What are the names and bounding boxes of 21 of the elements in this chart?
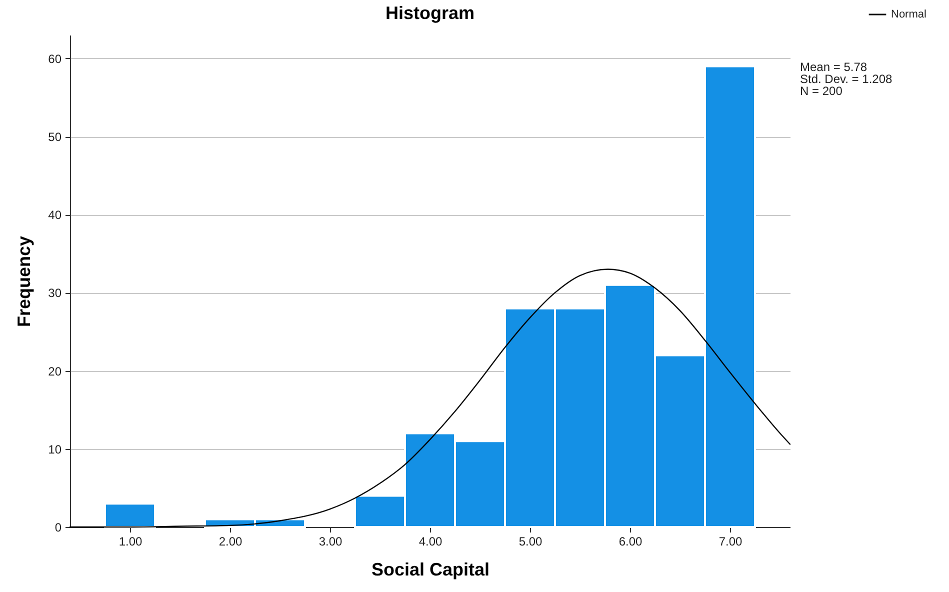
text: Std. Dev. = 1.208: [800, 72, 892, 86]
x-tick-label: 1.00: [118, 534, 142, 548]
y-tick-label: 50: [48, 130, 62, 144]
x-tick-label: 7.00: [718, 534, 742, 548]
chart-title: Histogram: [385, 3, 475, 23]
y-tick-label: 30: [48, 286, 62, 300]
text: Mean = 5.78: [800, 60, 868, 74]
y-tick-label: 60: [48, 52, 62, 66]
legend-label: Normal: [891, 8, 926, 20]
x-tick-label: 4.00: [418, 534, 442, 548]
x-axis-title: Social Capital: [371, 560, 490, 580]
x-tick-label: 3.00: [318, 534, 342, 548]
text: N = 200: [800, 84, 843, 98]
y-axis-title: Frequency: [14, 236, 34, 328]
y-tick-label: 10: [48, 442, 62, 456]
y-tick-label: 40: [48, 208, 62, 222]
x-tick-label: 5.00: [518, 534, 542, 548]
x-tick-label: 2.00: [218, 534, 242, 548]
x-tick-label: 6.00: [618, 534, 642, 548]
y-tick-label: 0: [54, 520, 62, 534]
y-tick-label: 20: [48, 364, 62, 378]
